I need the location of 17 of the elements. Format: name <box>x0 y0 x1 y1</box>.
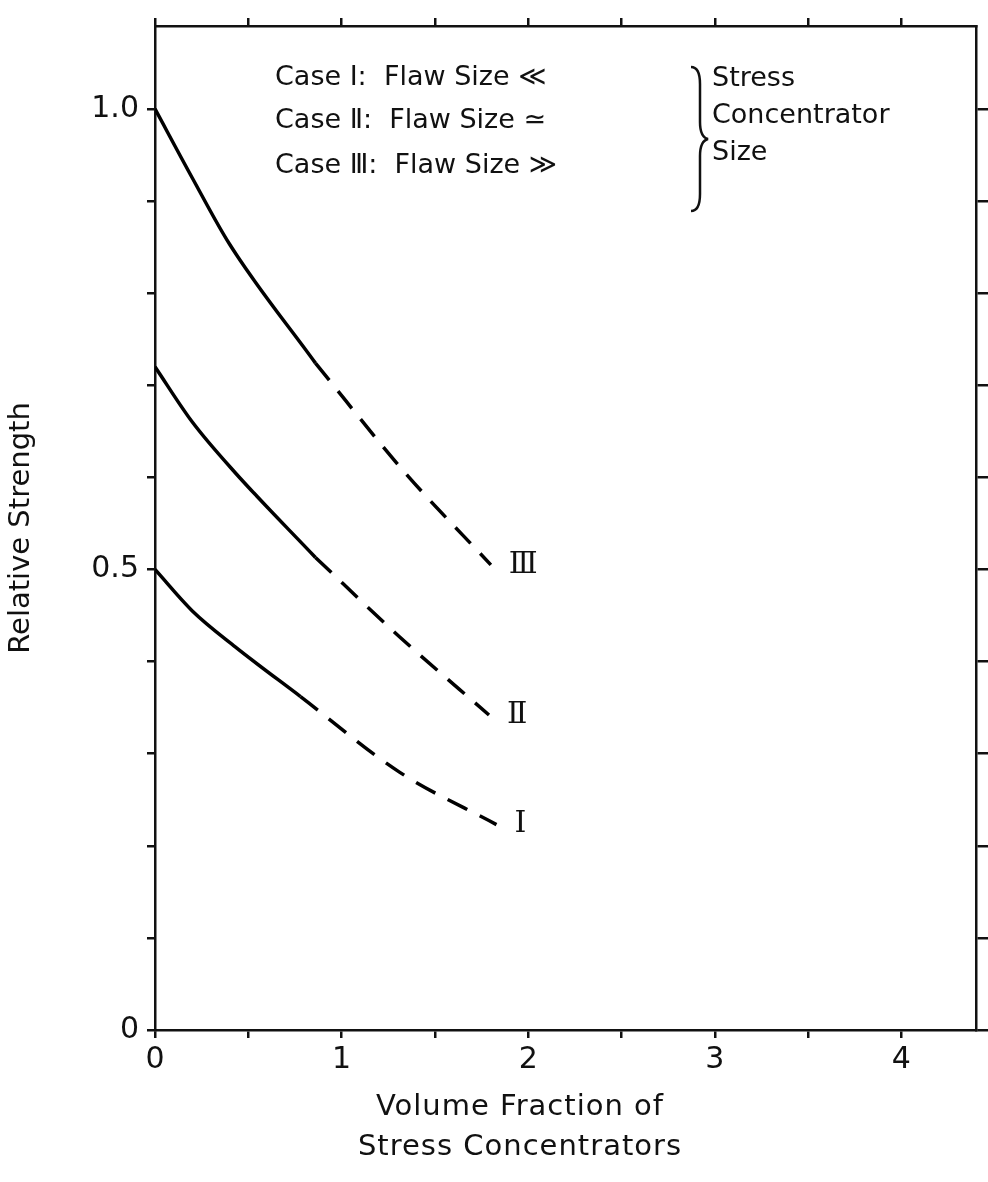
x-axis-title: Volume Fraction of Stress Concentrators <box>356 1087 684 1164</box>
annotation: Case Ⅰ: Flaw Size ≪ <box>275 60 547 91</box>
y-tick-label: 1.0 <box>91 88 139 124</box>
x-tick-label: 2 <box>518 1039 538 1075</box>
annotation: Stress Concentrator Size <box>712 60 891 168</box>
annotation: Case Ⅱ: Flaw Size ≃ <box>275 103 547 134</box>
annotation: Ⅲ <box>508 544 538 580</box>
x-tick-label: 0 <box>145 1039 165 1075</box>
x-tick-label: 1 <box>332 1039 352 1075</box>
y-axis-title: Relative Strength <box>1 402 36 654</box>
y-tick-label: 0 <box>119 1009 139 1045</box>
y-tick-label: 0.5 <box>91 549 139 585</box>
x-tick-label: 3 <box>705 1039 725 1075</box>
x-tick-label: 4 <box>891 1039 911 1075</box>
annotation: Ⅰ <box>514 804 527 840</box>
annotation: Ⅱ <box>507 694 528 730</box>
annotation: Case Ⅲ: Flaw Size ≫ <box>275 148 558 179</box>
